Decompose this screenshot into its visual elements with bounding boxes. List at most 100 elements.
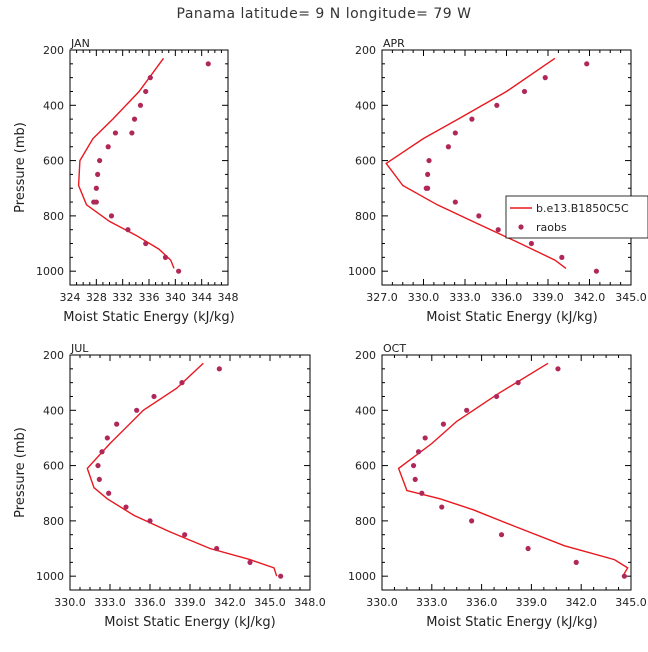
obs-point bbox=[147, 518, 153, 524]
y-tick-label: 800 bbox=[355, 515, 376, 528]
obs-point bbox=[143, 240, 149, 247]
obs-point bbox=[214, 545, 220, 552]
x-axis-label: Moist Static Energy (kJ/kg) bbox=[426, 615, 597, 630]
obs-point bbox=[93, 185, 99, 191]
obs-point bbox=[425, 171, 431, 178]
obs-point bbox=[439, 504, 445, 510]
panel-apr: 327.0 330.0 333.0 336.0 339.0 342.0 345.0 200 40… bbox=[348, 37, 648, 325]
obs-point bbox=[137, 102, 144, 108]
obs-point bbox=[104, 435, 110, 441]
obs-point bbox=[112, 130, 119, 136]
obs-point bbox=[108, 213, 115, 219]
obs-point bbox=[542, 75, 548, 81]
obs-point bbox=[182, 532, 188, 538]
y-tick-label: 200 bbox=[355, 349, 376, 362]
x-tick-label: 328 bbox=[86, 291, 107, 304]
obs-point bbox=[247, 559, 253, 565]
legend: b.e13.B1850C5C raobs bbox=[505, 195, 648, 239]
obs-point bbox=[216, 366, 222, 372]
obs-point bbox=[525, 545, 531, 552]
x-tick-label: 339.0 bbox=[532, 291, 564, 304]
panel-jul: 330.0 333.0 336.0 339.0 342.0 345.0 348.0 200 40… bbox=[13, 342, 326, 630]
obs-point bbox=[95, 171, 101, 178]
x-tick-label: 342.0 bbox=[565, 596, 597, 609]
obs-point bbox=[105, 144, 111, 150]
y-tick-label: 1000 bbox=[36, 265, 64, 278]
obs-point bbox=[593, 268, 600, 274]
obs-point bbox=[106, 490, 112, 496]
x-tick-label: 336.0 bbox=[134, 596, 166, 609]
plot-frame bbox=[381, 49, 632, 286]
obs-point bbox=[412, 476, 418, 483]
obs-point bbox=[621, 573, 627, 579]
x-tick-label: 330.0 bbox=[408, 291, 440, 304]
x-tick-label: 330.0 bbox=[366, 596, 398, 609]
model-series-line bbox=[397, 362, 629, 577]
panel-oct: 330.0 333.0 336.0 339.0 342.0 345.0 200 400 600 8… bbox=[348, 342, 647, 630]
model-series-line bbox=[385, 57, 567, 269]
x-tick-label: 333.0 bbox=[94, 596, 126, 609]
obs-point bbox=[426, 157, 432, 164]
y-axis-label: Pressure (mb) bbox=[13, 427, 28, 518]
y-tick-label: 1000 bbox=[348, 265, 376, 278]
panel-label: OCT bbox=[383, 342, 406, 355]
obs-point bbox=[162, 254, 169, 260]
obs-point bbox=[422, 435, 428, 441]
x-axis-label: Moist Static Energy (kJ/kg) bbox=[104, 615, 275, 630]
model-series-line bbox=[86, 362, 278, 577]
x-tick-label: 348.0 bbox=[294, 596, 326, 609]
obs-point bbox=[521, 88, 528, 95]
obs-point bbox=[452, 199, 458, 205]
y-tick-label: 400 bbox=[43, 99, 64, 112]
legend-obs-label: raobs bbox=[536, 221, 567, 234]
obs-point bbox=[205, 61, 211, 67]
obs-point bbox=[151, 393, 157, 400]
y-tick-label: 200 bbox=[355, 44, 376, 57]
obs-point bbox=[176, 268, 182, 274]
y-tick-label: 200 bbox=[43, 44, 64, 57]
obs-point bbox=[147, 75, 153, 81]
panel-label: JAN bbox=[70, 37, 90, 50]
obs-point bbox=[498, 532, 505, 538]
obs-point bbox=[410, 462, 417, 469]
x-tick-label: 336.0 bbox=[466, 596, 498, 609]
x-tick-label: 342.0 bbox=[214, 596, 246, 609]
obs-point bbox=[559, 254, 565, 260]
plot-frame bbox=[69, 49, 229, 286]
y-tick-label: 600 bbox=[43, 155, 64, 168]
obs-point bbox=[114, 421, 120, 427]
obs-point bbox=[425, 185, 431, 191]
x-tick-label: 348 bbox=[218, 291, 239, 304]
obs-point bbox=[528, 240, 535, 247]
plot-frame bbox=[381, 354, 632, 591]
obs-point bbox=[476, 213, 482, 219]
y-tick-label: 600 bbox=[43, 460, 64, 473]
obs-point bbox=[125, 227, 131, 233]
panel-label: APR bbox=[383, 37, 405, 50]
obs-point bbox=[469, 518, 475, 524]
obs-point bbox=[95, 462, 101, 469]
x-tick-label: 345.0 bbox=[254, 596, 286, 609]
obs-point bbox=[415, 449, 422, 455]
obs-point bbox=[573, 559, 579, 565]
x-tick-label: 342.0 bbox=[574, 291, 606, 304]
obs-point bbox=[555, 366, 561, 372]
obs-point bbox=[99, 449, 105, 455]
y-tick-label: 800 bbox=[43, 515, 64, 528]
x-tick-label: 324 bbox=[60, 291, 81, 304]
obs-point bbox=[495, 227, 501, 233]
y-tick-label: 400 bbox=[43, 404, 64, 417]
x-tick-label: 333.0 bbox=[449, 291, 481, 304]
x-tick-label: 327.0 bbox=[366, 291, 398, 304]
obs-point bbox=[278, 573, 284, 579]
x-axis-label: Moist Static Energy (kJ/kg) bbox=[63, 310, 234, 325]
x-tick-label: 336.0 bbox=[491, 291, 523, 304]
x-axis-label: Moist Static Energy (kJ/kg) bbox=[426, 310, 597, 325]
obs-point bbox=[143, 88, 149, 95]
obs-point bbox=[452, 130, 458, 136]
x-tick-label: 332 bbox=[112, 291, 133, 304]
y-tick-label: 1000 bbox=[348, 570, 376, 583]
obs-point bbox=[584, 61, 590, 67]
obs-point bbox=[440, 421, 447, 427]
